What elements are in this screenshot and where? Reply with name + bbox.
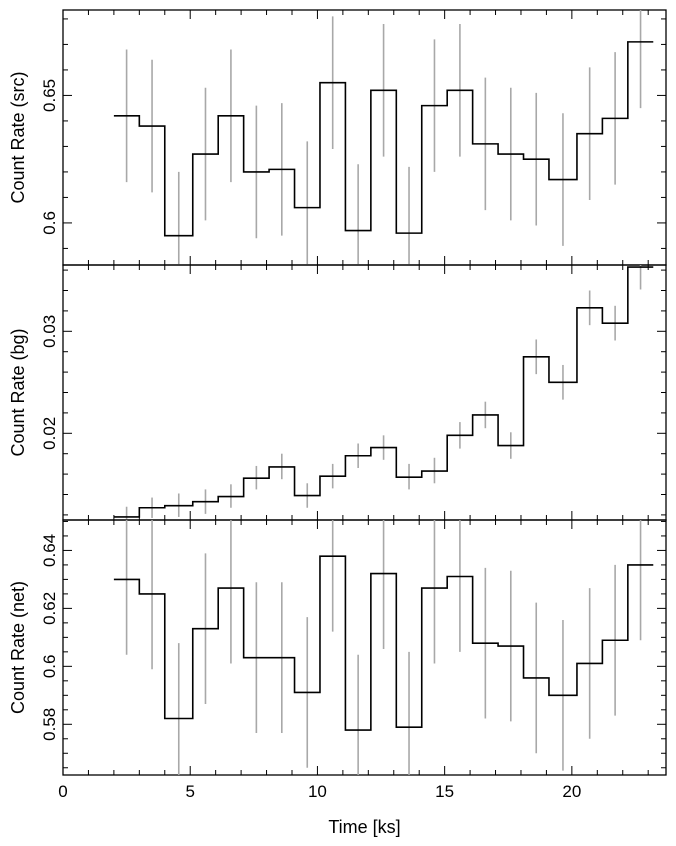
y-axis-label-bg: Count Rate (bg) [8, 328, 28, 456]
marks-bg [113, 265, 654, 520]
panel-net: 0.58 0.6 0.62 0.64 Count Rate (net) 0 5 10 15 20 [8, 519, 667, 801]
x-tick-label: 20 [562, 782, 581, 801]
y-axis-label-src: Count Rate (src) [8, 71, 28, 203]
step-line-src [113, 41, 654, 237]
x-axis-label: Time [ks] [328, 817, 400, 837]
y-axis-label-net: Count Rate (net) [8, 581, 28, 714]
y-tick-label-net: 0.58 [40, 708, 59, 741]
step-line-bg [113, 266, 654, 518]
y-tick-label-net: 0.6 [40, 655, 59, 679]
y-tick-label-bg: 0.02 [40, 417, 59, 450]
x-tick-label: 5 [185, 782, 194, 801]
y-tick-label-bg: 0.03 [40, 315, 59, 348]
x-tick-label: 10 [308, 782, 327, 801]
step-line-net [113, 555, 654, 731]
x-tick-label: 15 [435, 782, 454, 801]
plot-frame-src [62, 9, 667, 266]
plot-frame-bg [62, 264, 667, 521]
x-tick-label: 0 [58, 782, 67, 801]
plot-frame-net [62, 519, 667, 776]
y-tick-label-src: 0.6 [40, 211, 59, 235]
marks-net [113, 520, 654, 775]
panel-bg: 0.02 0.03 Count Rate (bg) [8, 264, 667, 521]
y-tick-label-net: 0.64 [40, 534, 59, 567]
marks-src [113, 10, 654, 265]
y-tick-label-src: 0.65 [40, 79, 59, 112]
panel-src: 0.6 0.65 Count Rate (src) [8, 9, 667, 266]
y-tick-label-net: 0.62 [40, 592, 59, 625]
